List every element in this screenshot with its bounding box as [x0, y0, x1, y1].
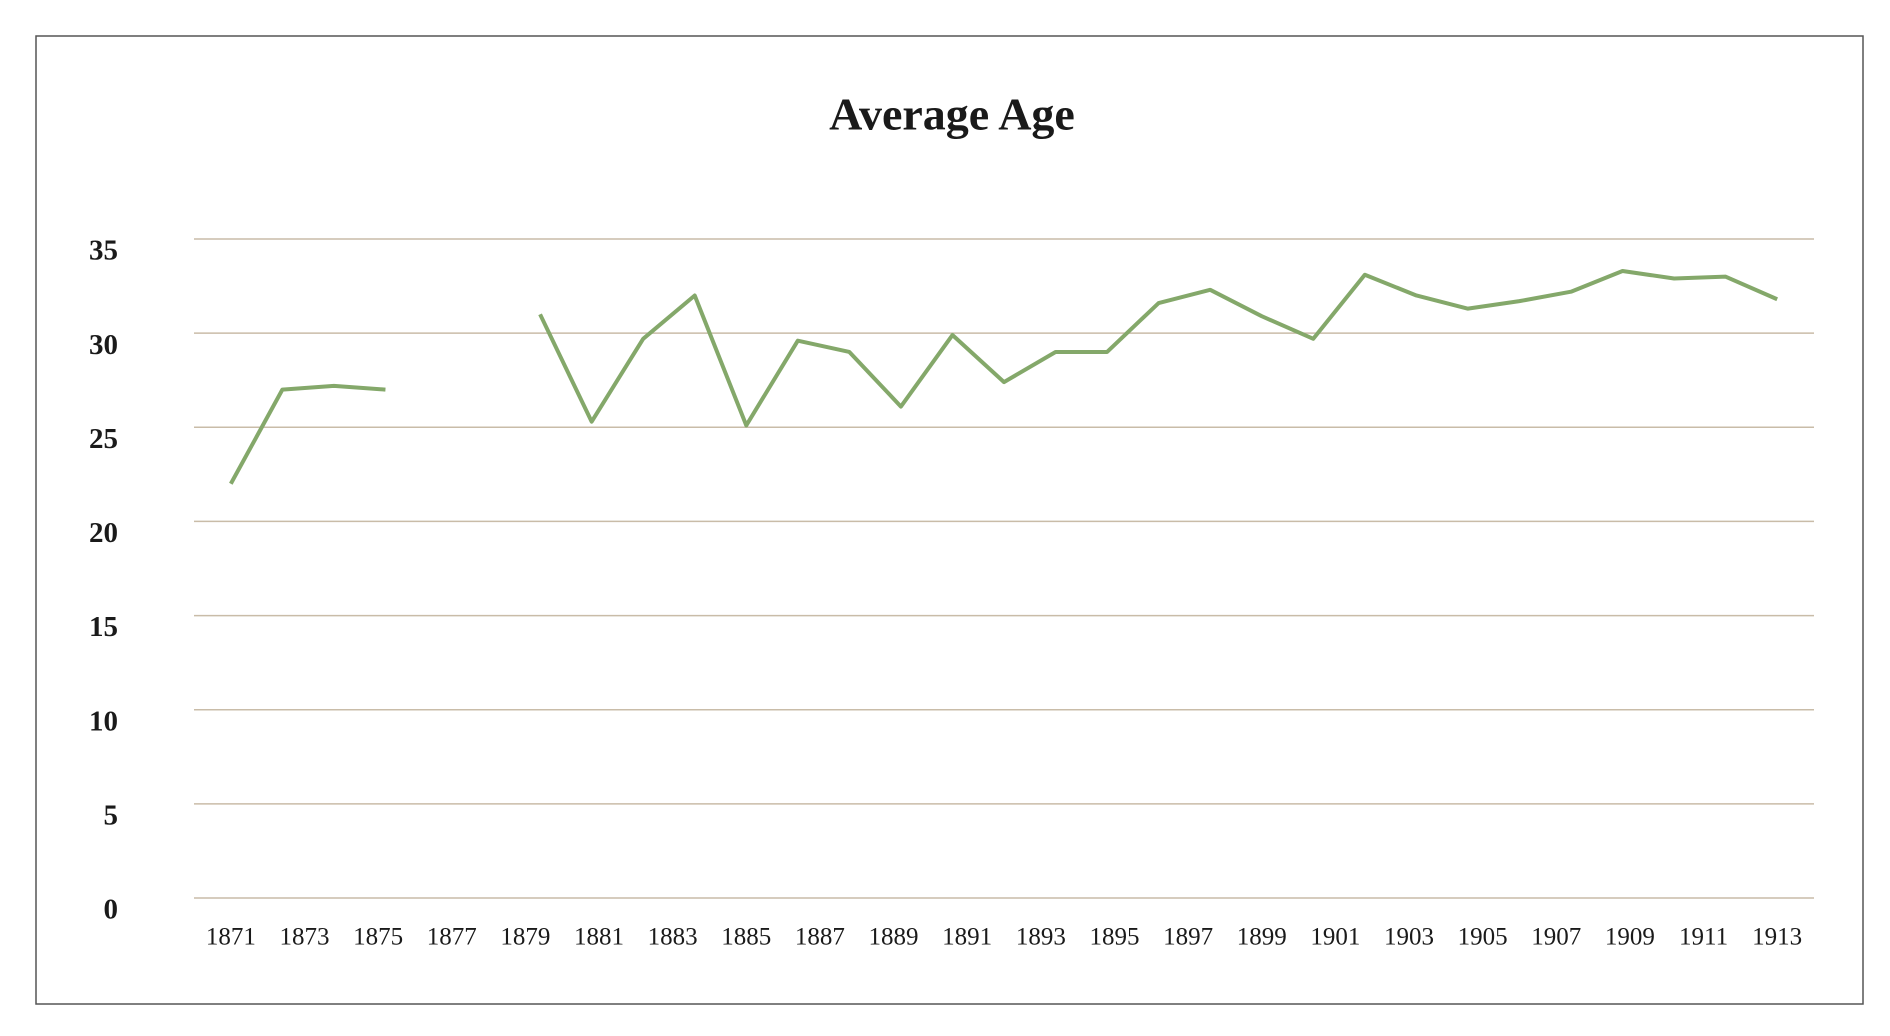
y-tick-label: 5	[104, 800, 119, 832]
x-tick-label: 1895	[1089, 924, 1139, 951]
x-tick-label: 1881	[574, 924, 624, 951]
x-tick-label: 1877	[427, 924, 477, 951]
y-tick-label: 25	[89, 423, 118, 455]
x-tick-label: 1901	[1310, 924, 1360, 951]
chart-border	[35, 35, 1864, 1005]
y-tick-label: 0	[104, 894, 119, 926]
x-tick-label: 1891	[942, 924, 992, 951]
chart-title: Average Age	[829, 89, 1075, 140]
x-tick-label: 1889	[869, 924, 919, 951]
y-tick-label: 15	[89, 611, 118, 643]
x-tick-label: 1885	[721, 924, 771, 951]
x-tick-label: 1875	[353, 924, 403, 951]
x-tick-label: 1893	[1016, 924, 1066, 951]
x-tick-label: 1911	[1679, 924, 1728, 951]
x-tick-label: 1871	[206, 924, 256, 951]
x-tick-label: 1897	[1163, 924, 1213, 951]
y-tick-label: 35	[89, 235, 118, 267]
x-tick-label: 1905	[1458, 924, 1508, 951]
x-tick-label: 1907	[1531, 924, 1581, 951]
x-tick-label: 1903	[1384, 924, 1434, 951]
y-tick-label: 20	[89, 517, 118, 549]
x-tick-label: 1887	[795, 924, 845, 951]
x-tick-label: 1879	[500, 924, 550, 951]
x-tick-label: 1883	[648, 924, 698, 951]
x-tick-label: 1909	[1605, 924, 1655, 951]
x-tick-label: 1899	[1237, 924, 1287, 951]
y-tick-label: 30	[89, 329, 118, 361]
x-tick-label: 1873	[279, 924, 329, 951]
y-tick-label: 10	[89, 705, 118, 737]
x-tick-label: 1913	[1752, 924, 1802, 951]
data-line	[229, 269, 1778, 485]
